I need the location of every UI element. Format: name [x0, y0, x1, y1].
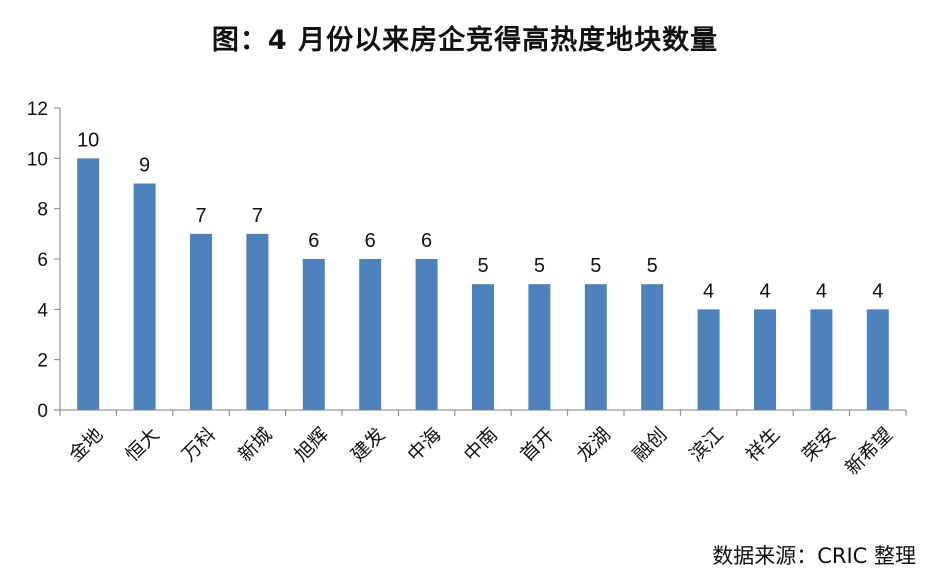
y-axis: 0 2 4 6 8 10 12	[27, 99, 61, 422]
y-tick-label: 2	[37, 351, 48, 372]
category-label: 恒大	[121, 424, 163, 466]
data-label: 4	[703, 280, 714, 302]
category-label: 新城	[234, 424, 276, 466]
data-label: 4	[816, 280, 827, 302]
bar	[472, 284, 494, 410]
data-label: 7	[195, 205, 206, 227]
category-label: 中海	[403, 424, 445, 466]
bar	[641, 284, 664, 410]
category-label: 龙湖	[573, 424, 615, 466]
category-label: 建发	[347, 424, 389, 466]
category-label: 荣安	[798, 424, 840, 466]
data-labels: 10 9 7 7 6 6 6 5 5 5 5 4 4 4 4	[77, 129, 883, 302]
chart-title: 图：4 月份以来房企竞得高热度地块数量	[211, 25, 719, 56]
bar	[190, 233, 212, 410]
data-label: 5	[590, 255, 601, 277]
bar	[584, 284, 607, 410]
bar	[754, 309, 776, 410]
y-tick-label: 4	[37, 300, 48, 321]
data-label: 5	[647, 255, 658, 277]
data-label: 9	[139, 155, 150, 177]
x-axis: 金地 恒大 万科 新城 旭辉 建发 中海 中南 首开 龙湖 融创 滨江 祥生 荣安 新希望	[59, 409, 907, 480]
y-tick-label: 0	[37, 401, 48, 422]
bar	[246, 233, 269, 410]
category-label: 金地	[65, 424, 107, 466]
bars	[77, 158, 889, 410]
data-label: 4	[872, 280, 883, 302]
bar	[133, 183, 156, 410]
bar	[528, 284, 551, 410]
category-label: 万科	[178, 424, 220, 466]
category-label: 祥生	[742, 424, 784, 466]
data-label: 6	[308, 230, 319, 252]
y-tick-label: 12	[27, 99, 48, 120]
bar	[359, 259, 382, 410]
y-tick-label: 8	[37, 200, 48, 221]
bar	[697, 309, 720, 410]
data-label: 10	[77, 129, 99, 151]
category-label: 旭辉	[291, 424, 333, 466]
data-label: 5	[534, 255, 545, 277]
category-label: 首开	[516, 424, 558, 466]
y-tick-label: 10	[27, 149, 48, 170]
category-label: 滨江	[685, 424, 727, 466]
bar	[302, 259, 325, 410]
category-label: 融创	[629, 424, 671, 466]
bar	[866, 309, 889, 410]
category-label: 中南	[460, 424, 502, 466]
data-label: 6	[365, 230, 376, 252]
y-tick-label: 6	[37, 250, 48, 271]
data-label: 4	[759, 280, 770, 302]
bar	[810, 309, 833, 410]
bar	[77, 158, 100, 410]
data-label: 5	[477, 255, 488, 277]
bar	[415, 259, 438, 410]
source-note: 数据来源：CRIC 整理	[712, 544, 916, 568]
data-label: 7	[252, 205, 263, 227]
data-label: 6	[421, 230, 432, 252]
category-label: 新希望	[841, 424, 897, 480]
